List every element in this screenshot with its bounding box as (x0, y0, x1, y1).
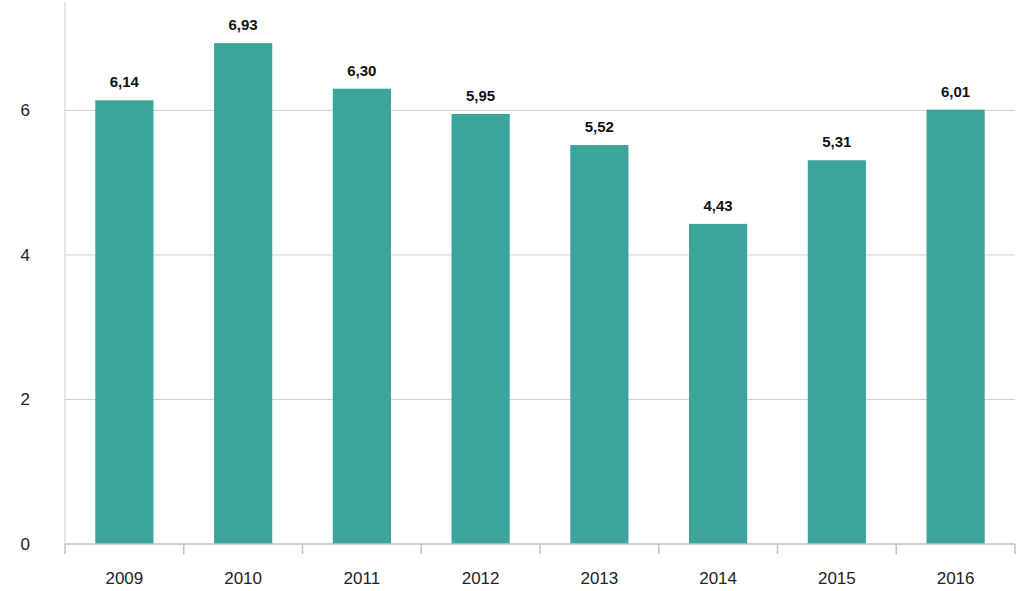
grid-line (65, 254, 1015, 255)
x-tick-label: 2013 (580, 569, 618, 588)
data-label: 6,30 (347, 62, 376, 79)
data-label: 6,14 (110, 73, 140, 90)
x-tick-label: 2012 (462, 569, 500, 588)
data-label: 6,01 (941, 83, 970, 100)
grid-line (65, 110, 1015, 111)
y-tick-label: 4 (21, 246, 30, 265)
x-tick (777, 544, 779, 554)
bar (808, 160, 866, 544)
x-tick-label: 2011 (344, 569, 381, 588)
x-tick (183, 544, 185, 554)
x-tick (1014, 544, 1016, 554)
bar (333, 89, 391, 544)
x-tick (64, 544, 66, 554)
bar (927, 110, 985, 544)
y-tick-label: 2 (21, 390, 30, 409)
y-tick-label: 0 (21, 535, 30, 554)
x-tick (302, 544, 304, 554)
data-label: 5,31 (822, 133, 851, 150)
x-tick-label: 2010 (224, 569, 262, 588)
x-tick-label: 2009 (105, 569, 143, 588)
bar (214, 43, 272, 544)
x-tick (896, 544, 898, 554)
bar (452, 114, 510, 544)
x-tick (539, 544, 541, 554)
grid-line (65, 399, 1015, 400)
data-label: 4,43 (704, 197, 733, 214)
bar (95, 100, 153, 544)
x-tick (421, 544, 423, 554)
y-tick-label: 6 (21, 101, 30, 120)
chart: 0 2 4 6 6,14 6,93 6,30 5,95 5,52 4,43 5,31 6,01 2009… (0, 0, 1023, 591)
x-tick (658, 544, 660, 554)
bars (95, 43, 984, 544)
x-tick-label: 2014 (699, 569, 737, 588)
data-label: 5,52 (585, 118, 614, 135)
data-label: 6,93 (229, 16, 258, 33)
bar (689, 224, 747, 544)
x-tick-label: 2015 (818, 569, 856, 588)
bar (570, 145, 628, 544)
y-axis-line (65, 2, 66, 544)
x-tick-label: 2016 (937, 569, 975, 588)
data-label: 5,95 (466, 87, 495, 104)
